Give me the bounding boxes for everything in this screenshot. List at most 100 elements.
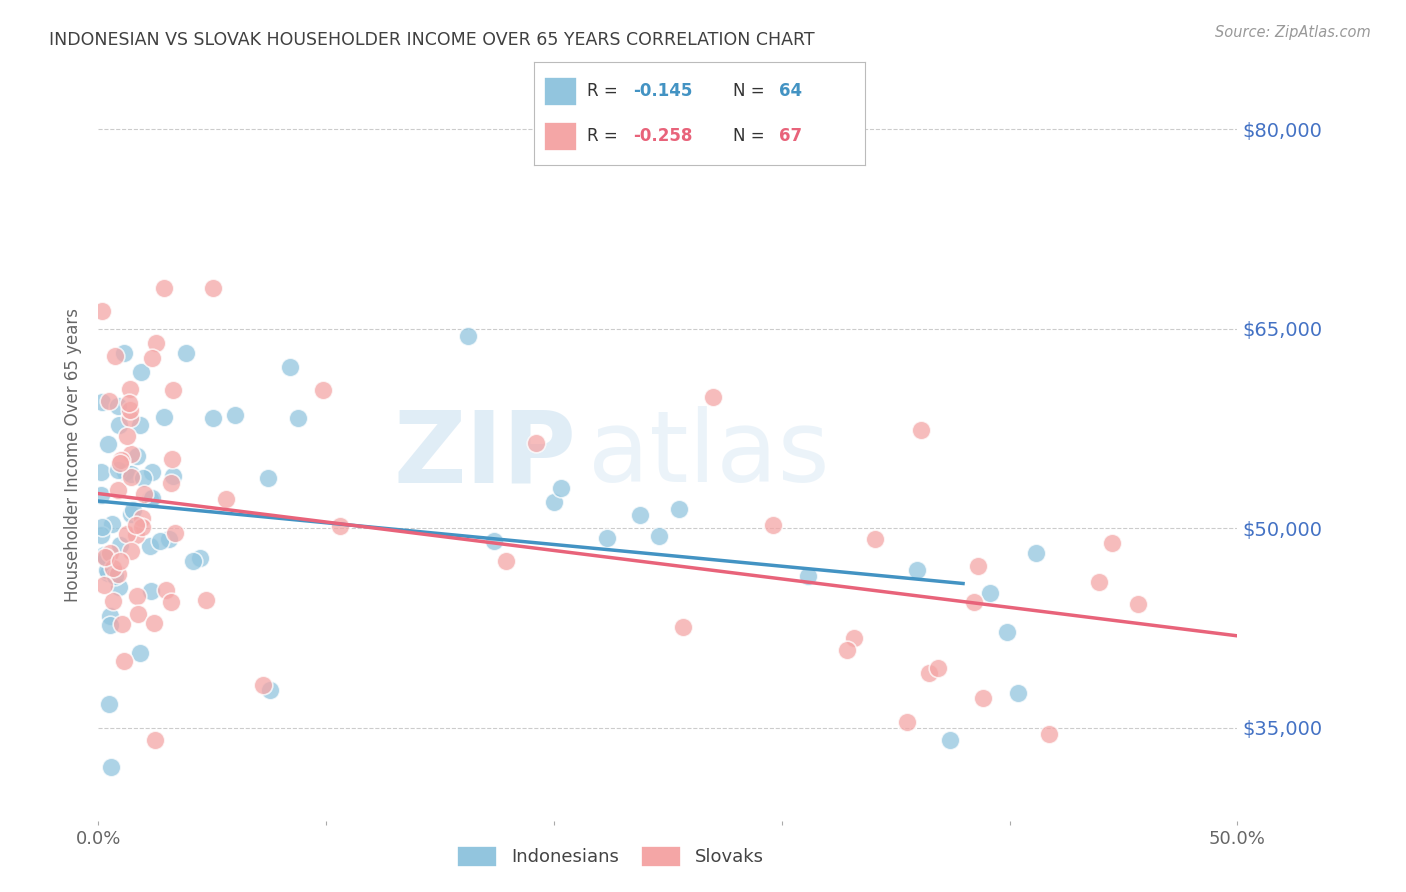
Point (112, 654, 135, 668)
Point (329, 519, 352, 533)
Point (761, 518, 783, 533)
Point (100, 760, 122, 774)
Point (188, 550, 211, 565)
Point (143, 616, 166, 631)
Point (1007, 686, 1029, 700)
Point (181, 554, 204, 568)
Point (252, 678, 274, 692)
Point (927, 661, 949, 675)
Point (111, 617, 134, 632)
Point (90, 528, 112, 542)
Point (112, 345, 135, 359)
Point (115, 527, 138, 541)
Point (1025, 546, 1047, 560)
Point (127, 589, 149, 603)
Text: 67: 67 (779, 128, 801, 145)
Point (120, 447, 142, 461)
Point (132, 487, 155, 501)
Point (101, 561, 124, 575)
Point (107, 483, 129, 497)
Point (1088, 574, 1111, 589)
Point (98, 697, 121, 711)
Point (108, 538, 131, 552)
Point (905, 564, 928, 578)
Point (90, 395, 112, 409)
Point (163, 525, 186, 540)
Point (96, 563, 118, 577)
Point (131, 511, 153, 525)
Point (195, 592, 218, 607)
Point (141, 491, 163, 506)
Point (141, 465, 163, 479)
Point (224, 409, 246, 423)
Point (129, 646, 152, 660)
Point (118, 403, 141, 417)
Point (596, 532, 619, 546)
Point (671, 619, 693, 633)
Point (963, 595, 986, 609)
Point (145, 336, 167, 351)
Point (97, 437, 120, 451)
Point (628, 508, 651, 523)
Point (457, 328, 479, 343)
Point (90, 488, 112, 502)
Point (90, 304, 112, 318)
Point (94, 550, 117, 565)
Point (918, 666, 941, 681)
Point (108, 554, 131, 568)
Point (1101, 536, 1123, 550)
Text: -0.258: -0.258 (633, 128, 693, 145)
Text: N =: N = (733, 128, 769, 145)
Point (844, 632, 866, 646)
Point (101, 517, 124, 532)
Text: atlas: atlas (588, 407, 830, 503)
Point (484, 534, 506, 549)
Point (108, 417, 131, 432)
Point (128, 417, 150, 432)
Point (1038, 726, 1060, 740)
Point (129, 365, 152, 379)
Point (132, 470, 155, 484)
Point (120, 382, 142, 396)
Point (104, 349, 127, 363)
Point (157, 533, 180, 547)
Point (101, 594, 124, 608)
Point (259, 682, 281, 697)
Text: ZIP: ZIP (394, 407, 576, 503)
Legend: Indonesians, Slovaks: Indonesians, Slovaks (447, 835, 775, 878)
Point (153, 409, 176, 424)
Point (312, 384, 335, 398)
Bar (544, 77, 578, 105)
Point (524, 436, 547, 450)
Point (495, 554, 517, 568)
Point (215, 492, 238, 507)
Point (98, 546, 121, 560)
Point (104, 568, 127, 582)
Point (93, 548, 115, 562)
Point (835, 643, 858, 657)
Point (114, 465, 136, 479)
Point (256, 471, 278, 485)
Point (201, 410, 224, 425)
Point (120, 544, 142, 558)
Point (648, 529, 671, 543)
Point (967, 559, 990, 574)
Point (91, 520, 114, 534)
Point (107, 463, 129, 477)
Point (155, 583, 177, 598)
Point (938, 733, 960, 747)
Point (127, 607, 149, 622)
Text: 64: 64 (779, 82, 801, 100)
Text: Source: ZipAtlas.com: Source: ZipAtlas.com (1215, 25, 1371, 40)
Point (143, 733, 166, 747)
Text: INDONESIAN VS SLOVAK HOUSEHOLDER INCOME OVER 65 YEARS CORRELATION CHART: INDONESIAN VS SLOVAK HOUSEHOLDER INCOME … (49, 31, 815, 49)
Point (979, 586, 1001, 600)
Point (125, 528, 148, 542)
Point (107, 566, 129, 581)
Point (550, 482, 572, 496)
Y-axis label: Householder Income Over 65 years: Householder Income Over 65 years (65, 308, 83, 602)
Point (117, 428, 139, 442)
Point (108, 456, 131, 470)
Point (98, 393, 121, 408)
Point (120, 470, 142, 484)
